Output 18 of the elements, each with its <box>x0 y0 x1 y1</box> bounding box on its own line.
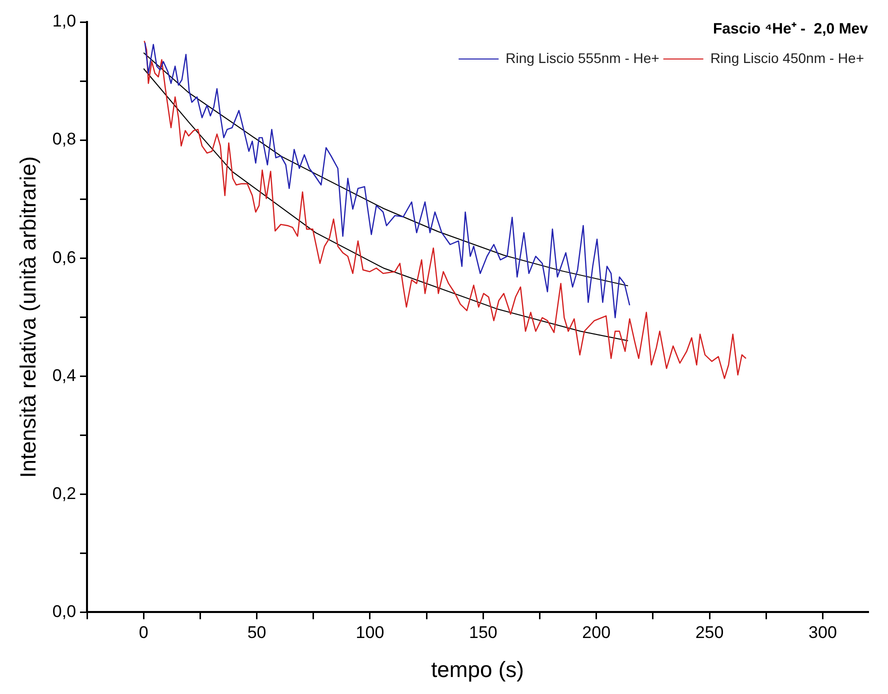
x-tick-label: 100 <box>356 623 384 642</box>
legend-label: Ring Liscio 450nm - He+ <box>710 50 864 66</box>
x-tick-label: 0 <box>138 623 148 642</box>
y-tick-label: 0,2 <box>52 484 76 503</box>
x-tick-label: 200 <box>582 623 611 642</box>
x-tick-label: 250 <box>695 623 724 642</box>
x-tick-label: 300 <box>808 623 837 642</box>
x-tick-label: 150 <box>468 623 498 642</box>
x-axis-title: tempo (s) <box>431 656 524 682</box>
y-tick-label: 0,8 <box>52 130 76 149</box>
y-tick-label: 0,6 <box>52 248 76 267</box>
y-axis-title: Intensità relativa (unità arbitrarie) <box>15 156 40 478</box>
legend-label: Ring Liscio 555nm - He+ <box>506 50 660 66</box>
y-tick-label: 0,0 <box>52 602 76 621</box>
chart-title: Fascio ⁴He⁺ - 2,0 Mev <box>713 20 869 38</box>
y-tick-label: 0,4 <box>52 366 76 385</box>
x-tick-label: 50 <box>247 623 266 642</box>
y-tick-label: 1,0 <box>52 12 76 31</box>
